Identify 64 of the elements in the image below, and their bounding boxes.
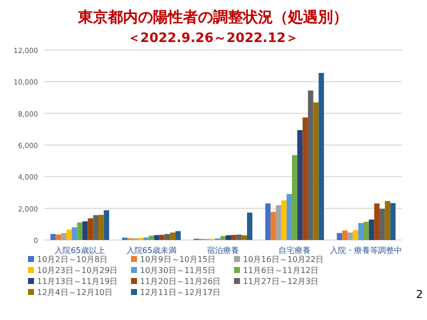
bar <box>98 214 104 240</box>
chart-title: 東京都内の陽性者の調整状況（処遇別） <box>77 8 348 26</box>
bar <box>50 234 56 240</box>
bar <box>270 212 276 240</box>
bar <box>265 203 271 240</box>
bar <box>358 223 364 240</box>
x-tick-label: 自宅療養 <box>278 246 311 255</box>
bar <box>348 232 353 240</box>
bar <box>286 194 292 240</box>
chart-subtitle: ＜2022.9.26～2022.12＞ <box>127 31 299 46</box>
bar <box>364 222 369 240</box>
bar <box>247 212 252 240</box>
bar <box>380 208 385 240</box>
bar <box>56 234 62 240</box>
legend-label: 10月2日～10月8日 <box>37 255 108 264</box>
legend-label: 11月6日～11月12日 <box>243 266 319 275</box>
bar <box>143 237 149 240</box>
bar <box>66 230 72 240</box>
bar <box>242 235 248 240</box>
legend-label: 11月13日～11月19日 <box>37 277 118 286</box>
bar <box>313 102 319 240</box>
bar <box>302 117 308 240</box>
legend-label: 12月4日～12月10日 <box>37 288 113 297</box>
bar <box>226 235 232 240</box>
bar <box>61 233 66 240</box>
x-tick-label: 宿泊療養 <box>207 246 239 255</box>
bar <box>292 155 298 240</box>
bar <box>342 230 348 240</box>
bar <box>82 221 88 240</box>
bar <box>308 90 314 240</box>
legend-label: 11月27日～12月3日 <box>243 277 319 286</box>
legend-label: 10月9日～10月15日 <box>140 255 216 264</box>
bar <box>104 210 110 240</box>
bar <box>374 203 380 240</box>
bar <box>164 234 170 240</box>
bar <box>281 200 287 240</box>
bar <box>336 233 342 240</box>
bar <box>93 215 98 240</box>
bar <box>352 230 358 240</box>
x-tick-label: 入院65歳未満 <box>126 246 176 255</box>
legend-label: 11月20日～11月26日 <box>140 277 221 286</box>
bar <box>175 231 181 240</box>
bar <box>77 222 82 240</box>
bar <box>170 232 176 240</box>
bar <box>384 201 390 240</box>
x-tick-label: 入院・療養等調整中 <box>330 246 402 255</box>
bar <box>390 203 396 240</box>
bar <box>236 234 242 240</box>
bar <box>231 234 236 240</box>
bar <box>220 236 226 240</box>
legend-label: 10月23日～10月29日 <box>37 266 118 275</box>
bar <box>297 130 303 240</box>
legend-label: 10月16日～10月22日 <box>243 255 324 264</box>
x-tick-label: 入院65歳以上 <box>54 246 105 255</box>
legend-label: 10月30日～11月5日 <box>140 266 216 275</box>
bar <box>368 220 374 240</box>
bar <box>88 218 94 240</box>
bar <box>148 236 154 240</box>
legend-label: 12月11日～12月17日 <box>140 288 221 297</box>
bar <box>276 205 282 240</box>
bar <box>318 72 324 240</box>
text: 2 <box>416 288 423 301</box>
bar <box>154 235 160 240</box>
bar <box>72 227 78 240</box>
